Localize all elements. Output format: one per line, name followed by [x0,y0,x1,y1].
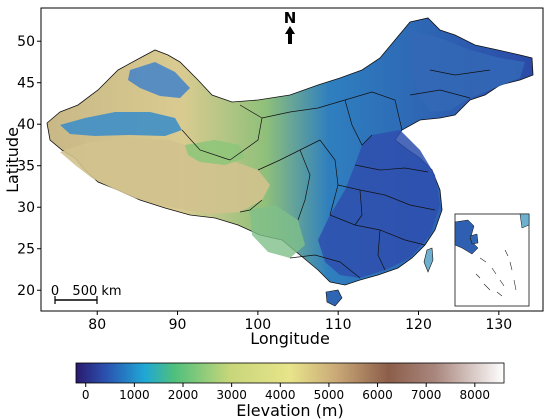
yunnan-guizhou-plateau [250,205,305,258]
colorbar-tick-label: 1000 [119,388,150,402]
colorbar-tick-label: 3000 [216,388,247,402]
colorbar-tick-label: 6000 [362,388,393,402]
x-tick-label: 100 [244,317,271,333]
taiwan-island [423,247,434,273]
north-arrow-icon [285,26,295,44]
elevation-map [46,17,534,307]
y-tick-label: 50 [17,34,35,50]
colorbar-tick-label: 4000 [265,388,296,402]
north-arrow: N [284,9,297,44]
x-axis-title: Longitude [250,329,330,348]
y-tick-label: 35 [17,159,35,175]
colorbar-tick-label: 5000 [314,388,345,402]
scale-bar-start-label: 0 [51,284,59,299]
y-tick-label: 45 [17,76,35,92]
colorbar-tick-label: 7000 [411,388,442,402]
south-china-sea-inset [454,213,530,307]
y-tick-label: 40 [17,117,35,133]
y-tick-label: 20 [17,283,35,299]
x-axis-ticks: 80 90 100 110 120 130 [88,311,512,333]
scale-bar: 0 500 km [51,284,122,304]
x-tick-label: 80 [88,317,106,333]
colorbar-tick-label: 8000 [460,388,491,402]
north-arrow-label: N [284,9,297,27]
x-tick-label: 110 [325,317,352,333]
province-borders [181,69,491,279]
x-tick-label: 90 [169,317,187,333]
x-tick-label: 120 [405,317,432,333]
y-tick-label: 30 [17,200,35,216]
colorbar-tick-label: 0 [82,388,90,402]
dzungaria-basin [128,62,190,98]
tarim-basin [60,112,182,136]
colorbar-ticks: 0 1000 2000 3000 4000 5000 6000 7000 8000 [82,383,490,402]
scale-bar-end-label: 500 km [72,284,121,299]
northeast-plain [410,30,525,112]
y-axis-title: Latitude [3,127,22,193]
qaidam-basin [185,140,245,165]
y-axis-ticks: 20 25 30 35 40 45 50 [17,34,41,299]
colorbar [75,362,505,384]
colorbar-title: Elevation (m) [236,401,343,420]
x-tick-label: 130 [485,317,512,333]
hainan-island [325,289,343,307]
colorbar-tick-label: 2000 [168,388,199,402]
y-tick-label: 25 [17,242,35,258]
